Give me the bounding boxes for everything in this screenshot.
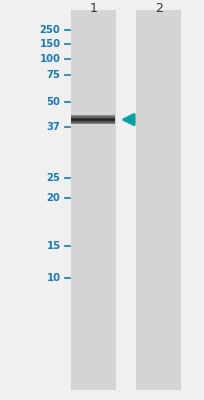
Bar [71, 120, 115, 121]
Bar [71, 120, 115, 121]
Bar [71, 118, 115, 119]
Bar [136, 10, 181, 390]
Bar [71, 122, 115, 123]
Bar [71, 115, 115, 116]
Text: 50: 50 [46, 97, 60, 107]
Text: 37: 37 [47, 122, 60, 132]
Text: 20: 20 [47, 193, 60, 203]
Text: 15: 15 [46, 241, 60, 251]
Bar [71, 122, 115, 123]
Text: 100: 100 [39, 54, 60, 64]
Bar [71, 116, 115, 117]
Bar [71, 117, 115, 118]
Bar [71, 116, 115, 117]
Bar [71, 121, 115, 122]
Text: 1: 1 [89, 2, 97, 15]
Text: 75: 75 [46, 70, 60, 80]
Text: 10: 10 [46, 273, 60, 283]
Bar [71, 117, 115, 118]
Bar [71, 122, 115, 123]
Text: 25: 25 [46, 173, 60, 183]
Text: 150: 150 [39, 39, 60, 49]
Bar [71, 123, 115, 124]
Bar [71, 119, 115, 120]
Text: 250: 250 [40, 25, 60, 35]
Bar [70, 10, 115, 390]
Bar [71, 118, 115, 119]
Bar [71, 123, 115, 124]
Bar [71, 121, 115, 122]
Bar [71, 119, 115, 120]
Text: 2: 2 [154, 2, 162, 15]
Bar [71, 119, 115, 120]
Bar [71, 121, 115, 122]
